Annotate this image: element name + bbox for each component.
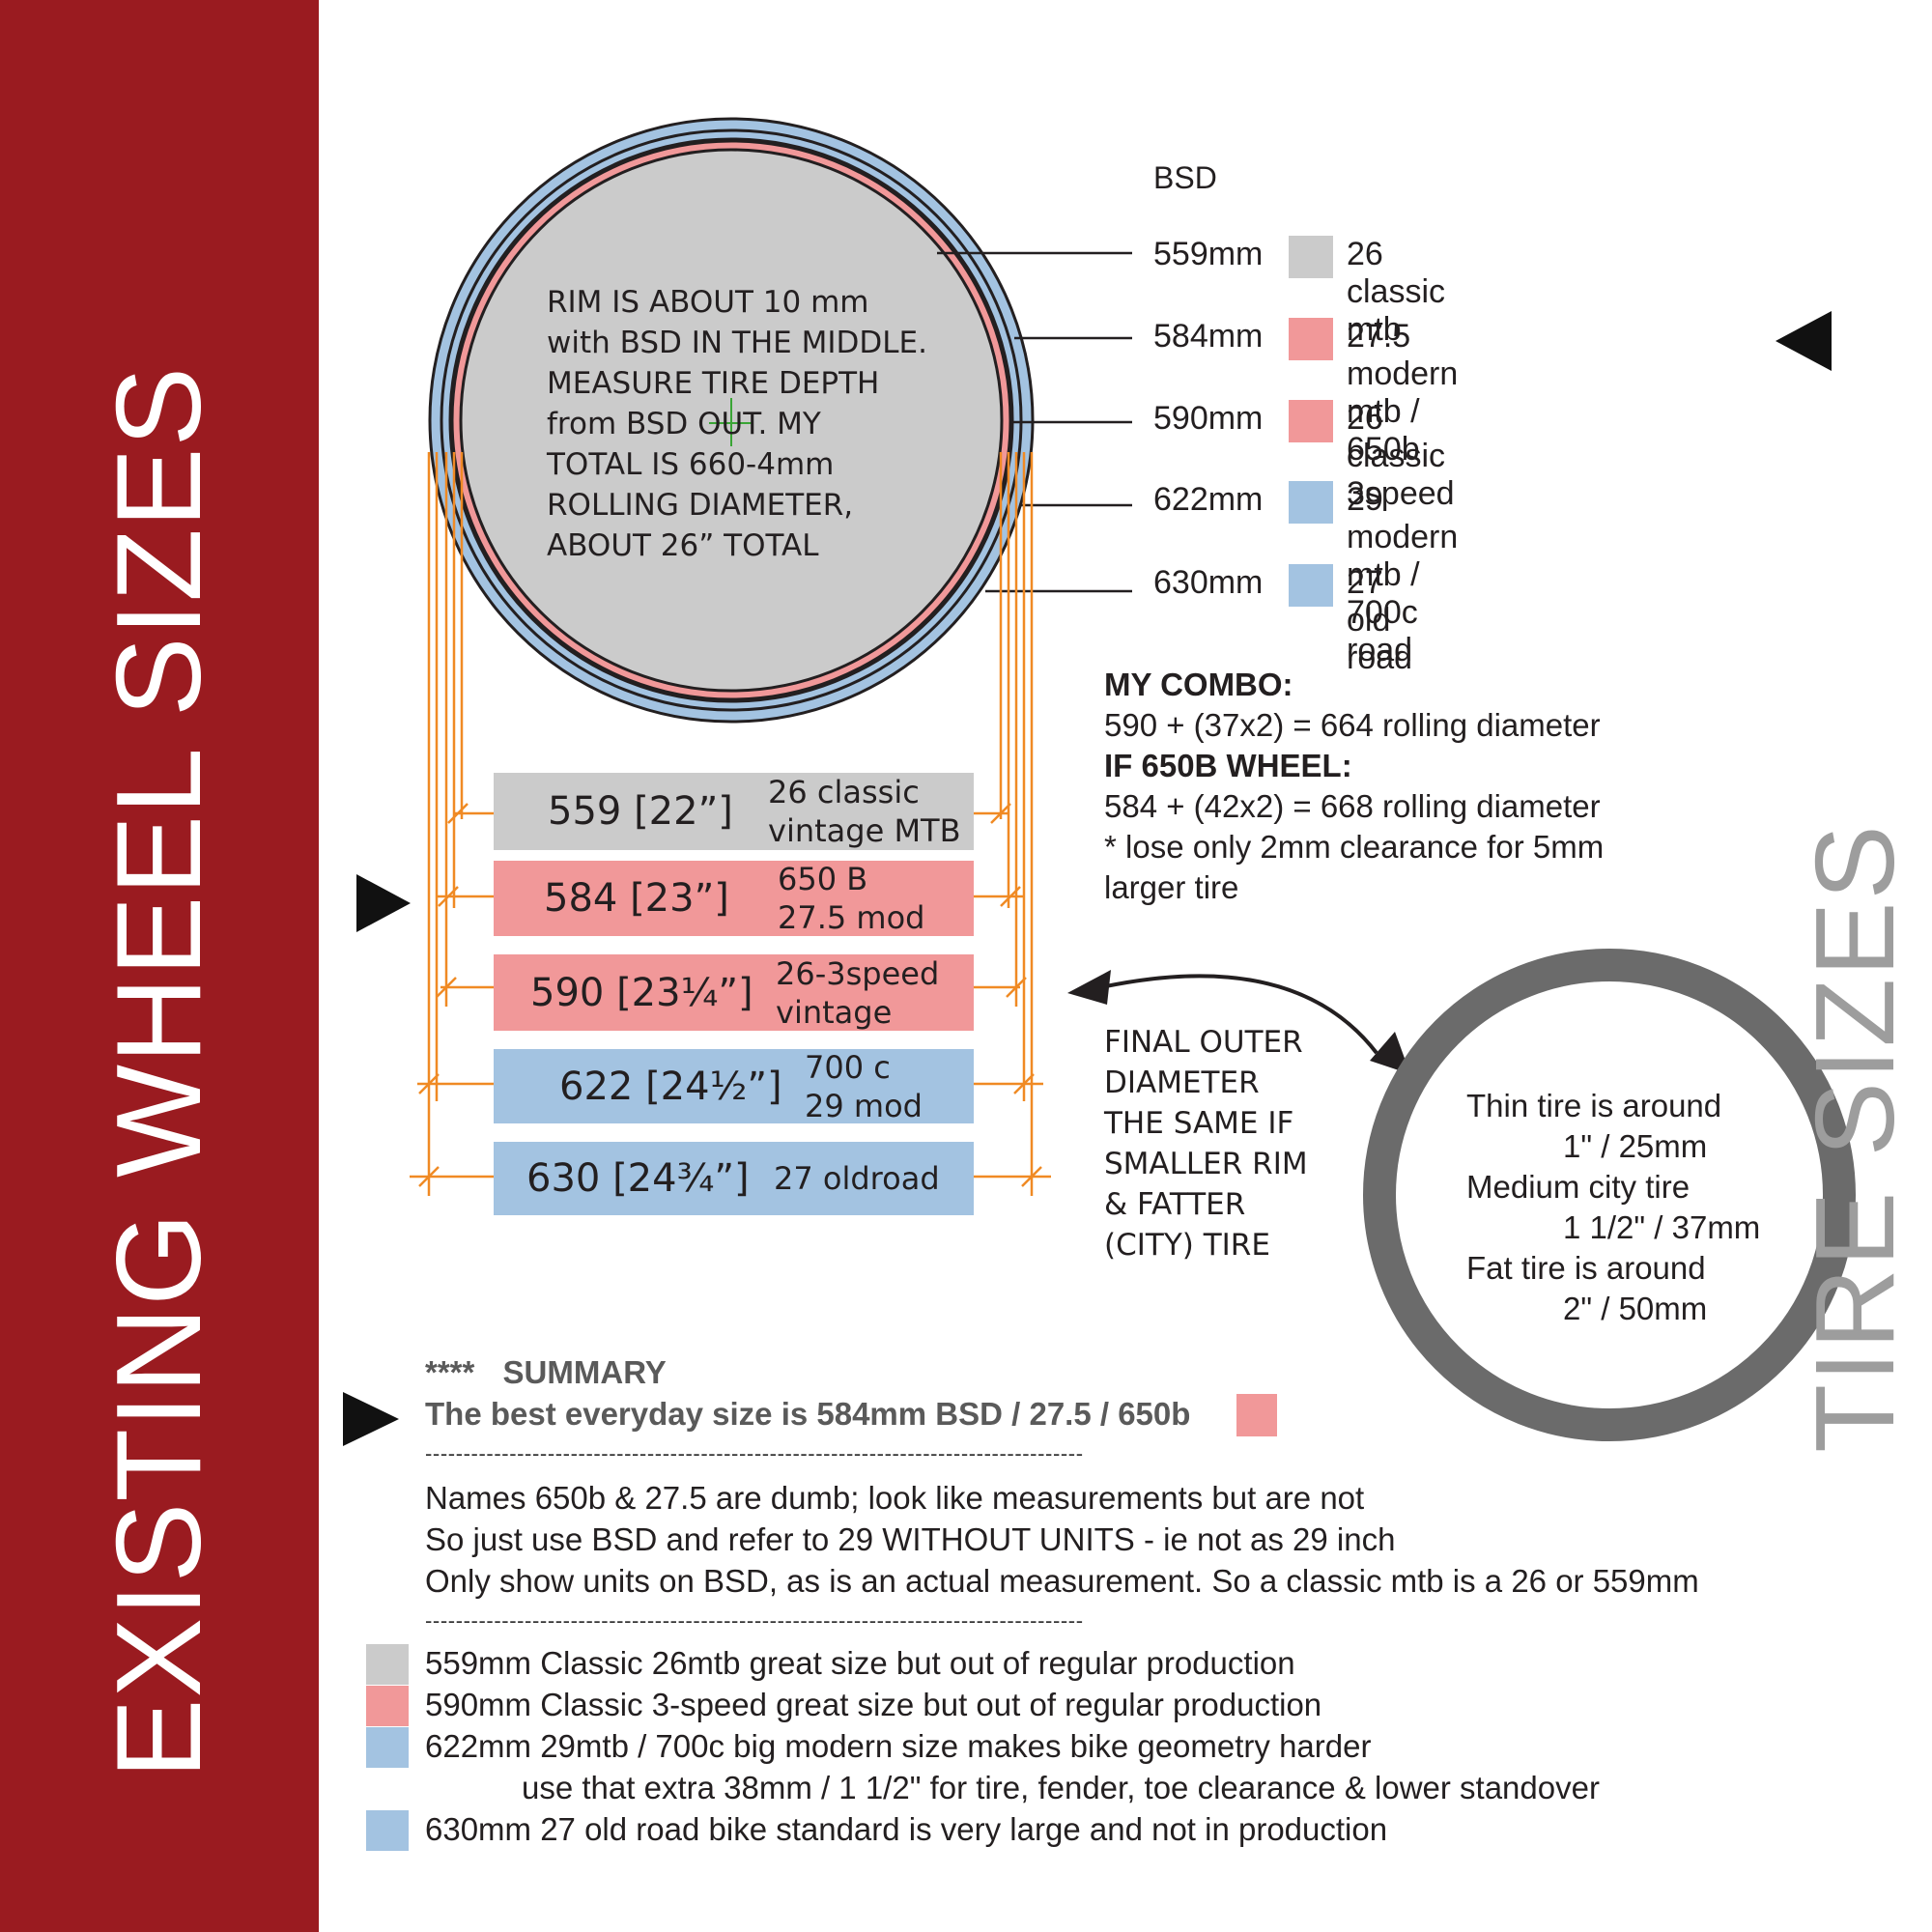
size-main: 584 [23”]	[544, 876, 729, 921]
summary-title: SUMMARY	[502, 1354, 667, 1390]
size-note: 700 c 29 mod	[805, 1048, 923, 1125]
legend-bsd: 559mm	[1153, 236, 1264, 272]
summary-item: 559mm Classic 26mtb great size but out o…	[425, 1645, 1295, 1681]
tire-note-line: Medium city tire	[1466, 1169, 1690, 1205]
tire-sizes-title: TIRE SIZES	[1792, 823, 1918, 1453]
gray-swatch	[1289, 236, 1333, 278]
legend-bsd: 584mm	[1153, 318, 1264, 355]
combo-line: 584 + (42x2) = 668 rolling diameter	[1104, 788, 1601, 824]
combo-heading-650b: IF 650B WHEEL:	[1104, 748, 1352, 783]
size-note-line: 26 classic	[768, 774, 920, 810]
pink-swatch	[1236, 1394, 1277, 1436]
rim-note-line: with BSD IN THE MIDDLE.	[547, 326, 927, 360]
size-note-line: 27.5 mod	[778, 899, 925, 936]
size-row-630: 630 [24¾”] 27 oldroad	[494, 1142, 974, 1215]
size-note-line: vintage	[776, 994, 893, 1031]
legend-bsd: 590mm	[1153, 400, 1264, 437]
rim-note-line: ROLLING DIAMETER,	[547, 488, 854, 523]
size-note-line: 26-3speed	[776, 955, 940, 992]
rim-note: RIM IS ABOUT 10 mm with BSD IN THE MIDDL…	[547, 282, 927, 566]
rim-note-line: ABOUT 26” TOTAL	[547, 528, 819, 563]
pink-swatch	[1289, 318, 1333, 360]
pointer-triangle-icon	[343, 1392, 399, 1446]
size-note-line: 27 oldroad	[774, 1160, 940, 1197]
pointer-triangle-icon	[356, 874, 411, 932]
tire-note-line: 2" / 50mm	[1563, 1291, 1708, 1326]
rim-note-line: MEASURE TIRE DEPTH	[547, 366, 880, 401]
tire-note-line: 1 1/2" / 37mm	[1563, 1209, 1761, 1245]
summary-note: So just use BSD and refer to 29 WITHOUT …	[425, 1521, 1396, 1557]
tire-ring	[1363, 949, 1856, 1441]
final-note-line: THE SAME IF	[1104, 1106, 1294, 1141]
final-note-line: & FATTER	[1104, 1187, 1246, 1222]
size-main: 590 [23¼”]	[530, 970, 753, 1015]
legend-name: 26 classic mtb	[1347, 236, 1446, 348]
combo-block: MY COMBO: 590 + (37x2) = 664 rolling dia…	[1104, 665, 1604, 908]
summary-item: 622mm 29mtb / 700c big modern size makes…	[425, 1728, 1372, 1764]
combo-line: larger tire	[1104, 869, 1239, 905]
blue-swatch	[366, 1810, 409, 1851]
summary-note: Names 650b & 27.5 are dumb; look like me…	[425, 1480, 1365, 1516]
size-main: 559 [22”]	[548, 789, 733, 834]
summary-divider: ----------------------------------------…	[425, 1441, 1084, 1465]
rim-note-line: RIM IS ABOUT 10 mm	[547, 285, 869, 320]
arrowhead-left	[1067, 970, 1111, 1005]
size-row-559: 559 [22”] 26 classic vintage MTB	[494, 773, 974, 850]
legend-name: 27 old road	[1347, 564, 1413, 676]
blue-swatch	[1289, 481, 1333, 524]
legend-bsd: 622mm	[1153, 481, 1264, 518]
summary-item: use that extra 38mm / 1 1/2" for tire, f…	[522, 1770, 1600, 1805]
legend-name: 27.5 modern mtb / 650b	[1347, 318, 1459, 468]
blue-swatch	[366, 1727, 409, 1768]
legend-bsd: 630mm	[1153, 564, 1264, 601]
final-note-line: SMALLER RIM	[1104, 1147, 1308, 1181]
size-row-590: 590 [23¼”] 26-3speed vintage	[494, 954, 974, 1031]
size-note: 26-3speed vintage	[776, 954, 939, 1032]
tire-note-line: 1" / 25mm	[1563, 1128, 1708, 1164]
double-arrow-curve	[1100, 974, 1378, 1055]
summary-best: The best everyday size is 584mm BSD / 27…	[425, 1396, 1191, 1432]
combo-line: * lose only 2mm clearance for 5mm	[1104, 829, 1605, 865]
pointer-triangle-icon	[1776, 311, 1832, 371]
pink-swatch	[1289, 400, 1333, 442]
tire-note: Thin tire is around 1" / 25mm Medium cit…	[1466, 1086, 1760, 1329]
summary-note: Only show units on BSD, as is an actual …	[425, 1563, 1699, 1599]
size-row-622: 622 [24½”] 700 c 29 mod	[494, 1048, 974, 1125]
size-note-line: 650 B	[778, 861, 868, 897]
final-note-line: (CITY) TIRE	[1104, 1228, 1270, 1263]
legend-name: 29 modern mtb / 700c road	[1347, 481, 1459, 668]
final-note-line: FINAL OUTER	[1104, 1025, 1303, 1060]
size-note-line: 29 mod	[805, 1088, 923, 1124]
size-note-line: vintage MTB	[768, 812, 961, 849]
arrowhead-right	[1370, 1032, 1410, 1074]
summary-stars: ****	[425, 1354, 475, 1390]
tire-note-line: Fat tire is around	[1466, 1250, 1706, 1286]
size-note: 650 B 27.5 mod	[778, 860, 924, 937]
summary-item: 590mm Classic 3-speed great size but out…	[425, 1687, 1322, 1722]
size-note-line: 700 c	[805, 1049, 891, 1086]
rim-note-line: from BSD OUT. MY	[547, 407, 821, 441]
tire-note-line: Thin tire is around	[1466, 1088, 1722, 1123]
rim-note-line: TOTAL IS 660-4mm	[547, 447, 835, 482]
combo-line: 590 + (37x2) = 664 rolling diameter	[1104, 707, 1601, 743]
final-note-line: DIAMETER	[1104, 1065, 1260, 1100]
blue-swatch	[1289, 564, 1333, 607]
gray-swatch	[366, 1644, 409, 1685]
size-row-584: 584 [23”] 650 B 27.5 mod	[494, 861, 974, 936]
combo-heading: MY COMBO:	[1104, 667, 1293, 702]
summary-divider: ----------------------------------------…	[425, 1608, 1084, 1633]
size-note: 26 classic vintage MTB	[768, 773, 961, 850]
size-note: 27 oldroad	[774, 1159, 940, 1198]
legend-header: BSD	[1153, 160, 1217, 195]
legend-name: 26 classic 3speed	[1347, 400, 1455, 512]
final-diameter-note: FINAL OUTER DIAMETER THE SAME IF SMALLER…	[1104, 1022, 1308, 1265]
pink-swatch	[366, 1686, 409, 1726]
summary-heading: **** SUMMARY	[425, 1354, 667, 1391]
summary-item: 630mm 27 old road bike standard is very …	[425, 1811, 1388, 1847]
sidebar-banner	[0, 0, 319, 1932]
size-main: 630 [24¾”]	[526, 1156, 750, 1201]
size-main: 622 [24½”]	[559, 1064, 782, 1109]
